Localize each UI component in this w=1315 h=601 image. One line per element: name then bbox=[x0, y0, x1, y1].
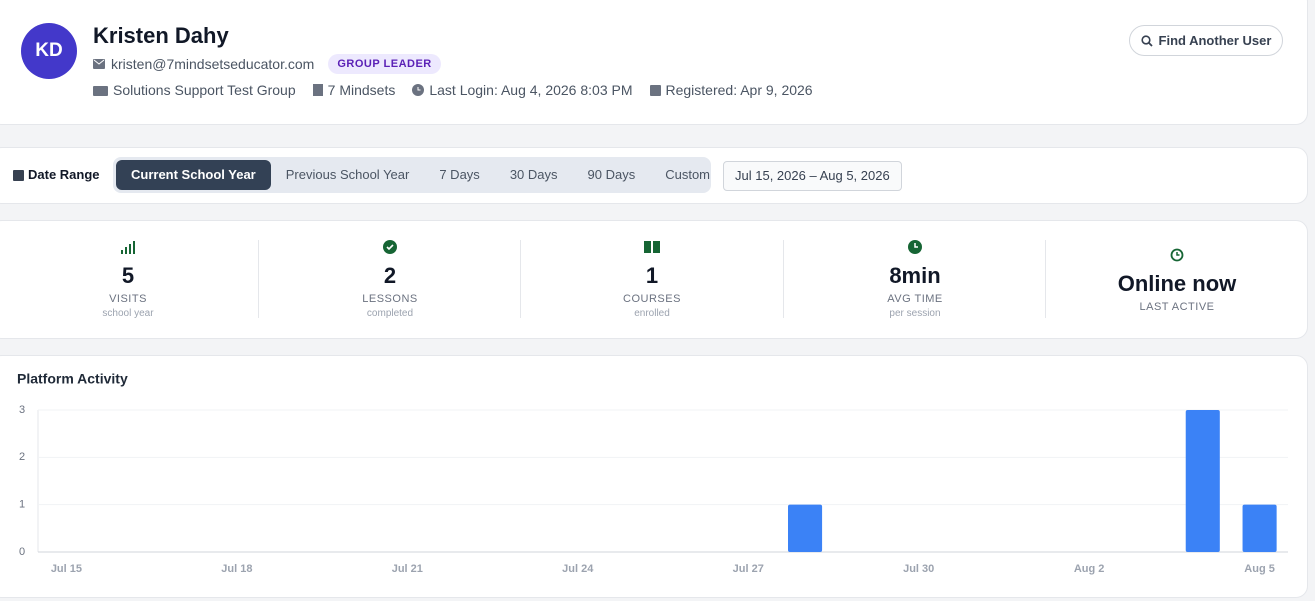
registered: Registered: Apr 9, 2026 bbox=[665, 82, 813, 98]
x-tick-label: Jul 27 bbox=[733, 563, 764, 575]
bar bbox=[1185, 410, 1220, 552]
tab[interactable]: Current School Year bbox=[116, 160, 271, 190]
y-tick-label: 1 bbox=[19, 499, 25, 511]
tab[interactable]: 30 Days bbox=[509, 167, 558, 182]
clock-icon bbox=[412, 84, 425, 96]
bar bbox=[788, 504, 823, 552]
x-tick-label: Jul 24 bbox=[562, 563, 594, 575]
date-range-label: Date Range bbox=[13, 167, 100, 182]
stat-value: 2 bbox=[383, 263, 397, 288]
stats-card bbox=[0, 220, 1308, 339]
separator bbox=[1045, 240, 1046, 318]
chart-card bbox=[0, 355, 1308, 598]
stat: 8min AVG TIME per session bbox=[784, 240, 1046, 319]
x-tick-label: Jul 30 bbox=[903, 563, 934, 575]
stat-label: LESSONS bbox=[362, 293, 418, 305]
calendar-icon bbox=[649, 85, 661, 96]
group: Solutions Support Test Group bbox=[113, 82, 296, 98]
stat-value: 1 bbox=[645, 263, 659, 288]
separator bbox=[258, 240, 259, 318]
info-row: Solutions Support Test Group 7 Mindsets … bbox=[93, 82, 813, 98]
x-tick-label: Aug 5 bbox=[1244, 563, 1275, 575]
x-tick-label: Aug 2 bbox=[1074, 563, 1105, 575]
chart: Platform Activity 0 1 2 3 Jul 15 Jul 18 Jul 21… bbox=[17, 371, 1288, 575]
stat-label: VISITS bbox=[109, 293, 147, 305]
tab[interactable]: Custom bbox=[665, 167, 711, 182]
separator bbox=[520, 240, 521, 318]
stat-sub: per session bbox=[889, 308, 941, 319]
stat-sub: completed bbox=[366, 308, 414, 319]
stat: 2 LESSONS completed bbox=[259, 240, 521, 319]
stat: 5 VISITS school year bbox=[0, 240, 259, 319]
avatar: KD bbox=[21, 23, 77, 79]
email: kristen@7mindsetseducator.com bbox=[111, 56, 315, 72]
stat-value: 5 bbox=[121, 263, 135, 288]
mail-icon bbox=[93, 59, 105, 69]
label: Date Range bbox=[28, 167, 100, 182]
book-icon bbox=[644, 241, 660, 253]
stat-label: AVG TIME bbox=[887, 293, 943, 305]
history-icon bbox=[1170, 248, 1184, 262]
stat: Online now LAST ACTIVE bbox=[1046, 248, 1308, 313]
tab[interactable]: 90 Days bbox=[587, 167, 636, 182]
signal-icon bbox=[121, 241, 135, 254]
find-user-button[interactable]: Find Another User bbox=[1129, 25, 1283, 56]
user-name: Kristen Dahy bbox=[93, 23, 229, 48]
stat-sub: school year bbox=[102, 308, 154, 319]
calendar-icon bbox=[13, 169, 24, 181]
bar bbox=[1242, 504, 1277, 552]
x-tick-label: Jul 21 bbox=[392, 563, 423, 575]
range-tabs: Current School Year Previous School Year… bbox=[113, 157, 711, 193]
button-label: Find Another User bbox=[1158, 33, 1272, 48]
check-icon bbox=[383, 240, 397, 254]
clock-icon bbox=[908, 240, 922, 254]
stat-sub: enrolled bbox=[634, 308, 670, 319]
stat-label: COURSES bbox=[623, 293, 681, 305]
range-display[interactable]: Jul 15, 2026 – Aug 5, 2026 bbox=[723, 161, 902, 191]
stat-value: Online now bbox=[1117, 271, 1237, 296]
stat-label: LAST ACTIVE bbox=[1139, 301, 1215, 313]
tab[interactable]: Previous School Year bbox=[285, 167, 410, 182]
last-login: Last Login: Aug 4, 2026 8:03 PM bbox=[429, 82, 633, 98]
organization: 7 Mindsets bbox=[327, 82, 396, 98]
separator bbox=[783, 240, 784, 318]
x-tick-label: Jul 15 bbox=[51, 563, 82, 575]
role-badge: GROUP LEADER bbox=[328, 54, 441, 74]
profile-card bbox=[0, 0, 1308, 125]
group-icon bbox=[93, 86, 108, 96]
building-icon bbox=[312, 84, 323, 96]
search-icon bbox=[1140, 34, 1153, 47]
stat: 1 COURSES enrolled bbox=[521, 240, 783, 319]
x-tick-label: Jul 18 bbox=[221, 563, 252, 575]
y-tick-label: 2 bbox=[19, 451, 25, 463]
chart-title: Platform Activity bbox=[17, 371, 128, 387]
stat-value: 8min bbox=[889, 263, 941, 288]
y-tick-label: 0 bbox=[19, 546, 25, 558]
tab[interactable]: 7 Days bbox=[439, 167, 480, 182]
y-tick-label: 3 bbox=[19, 404, 25, 416]
email-row: kristen@7mindsetseducator.com GROUP LEAD… bbox=[93, 54, 441, 74]
